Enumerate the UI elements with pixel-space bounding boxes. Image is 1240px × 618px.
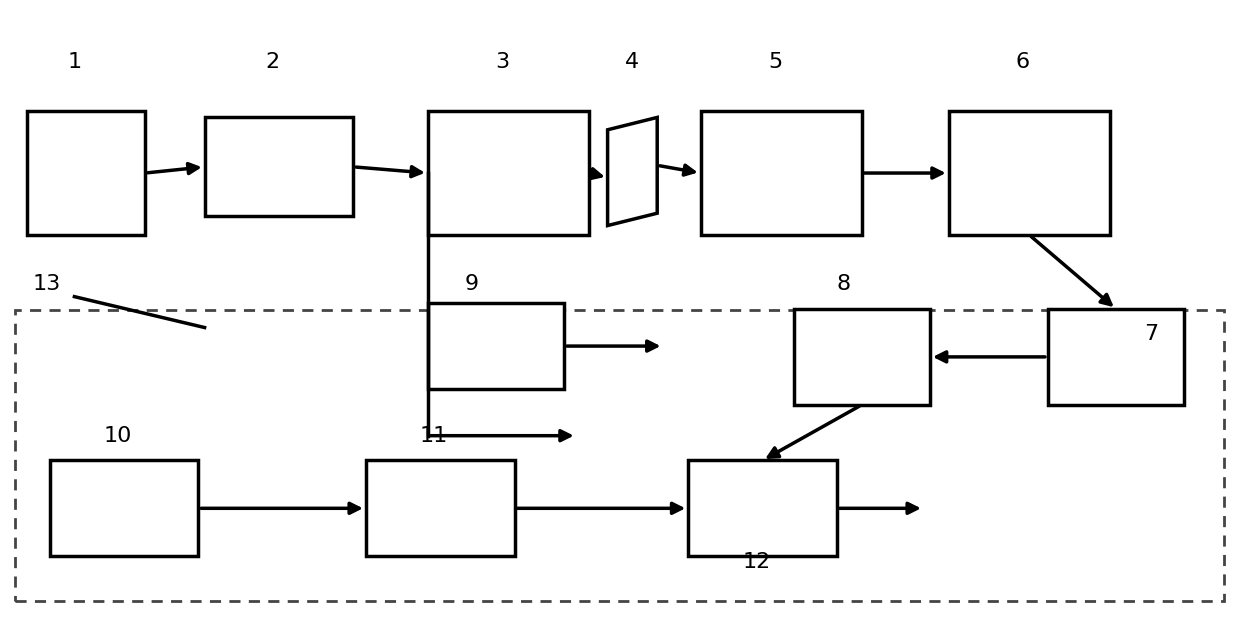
Bar (794, 309, 930, 405)
Text: 12: 12 (743, 552, 770, 572)
Bar (428, 111, 589, 235)
Bar (1048, 309, 1184, 405)
Bar (949, 111, 1110, 235)
Text: 4: 4 (625, 52, 640, 72)
Text: 8: 8 (836, 274, 851, 294)
Text: 13: 13 (33, 274, 61, 294)
Text: 7: 7 (1143, 324, 1158, 344)
Text: 10: 10 (104, 426, 131, 446)
Text: 9: 9 (464, 274, 479, 294)
Text: 6: 6 (1016, 52, 1030, 72)
Bar (688, 460, 837, 556)
Bar (205, 117, 353, 216)
Bar (428, 303, 564, 389)
Text: 11: 11 (420, 426, 448, 446)
Polygon shape (608, 117, 657, 226)
Bar (27, 111, 145, 235)
Text: 5: 5 (768, 52, 782, 72)
Text: 2: 2 (265, 52, 280, 72)
Bar (50, 460, 198, 556)
Bar (366, 460, 515, 556)
Text: 1: 1 (67, 52, 82, 72)
Bar (701, 111, 862, 235)
Text: 3: 3 (495, 52, 510, 72)
Bar (15, 310, 1224, 601)
